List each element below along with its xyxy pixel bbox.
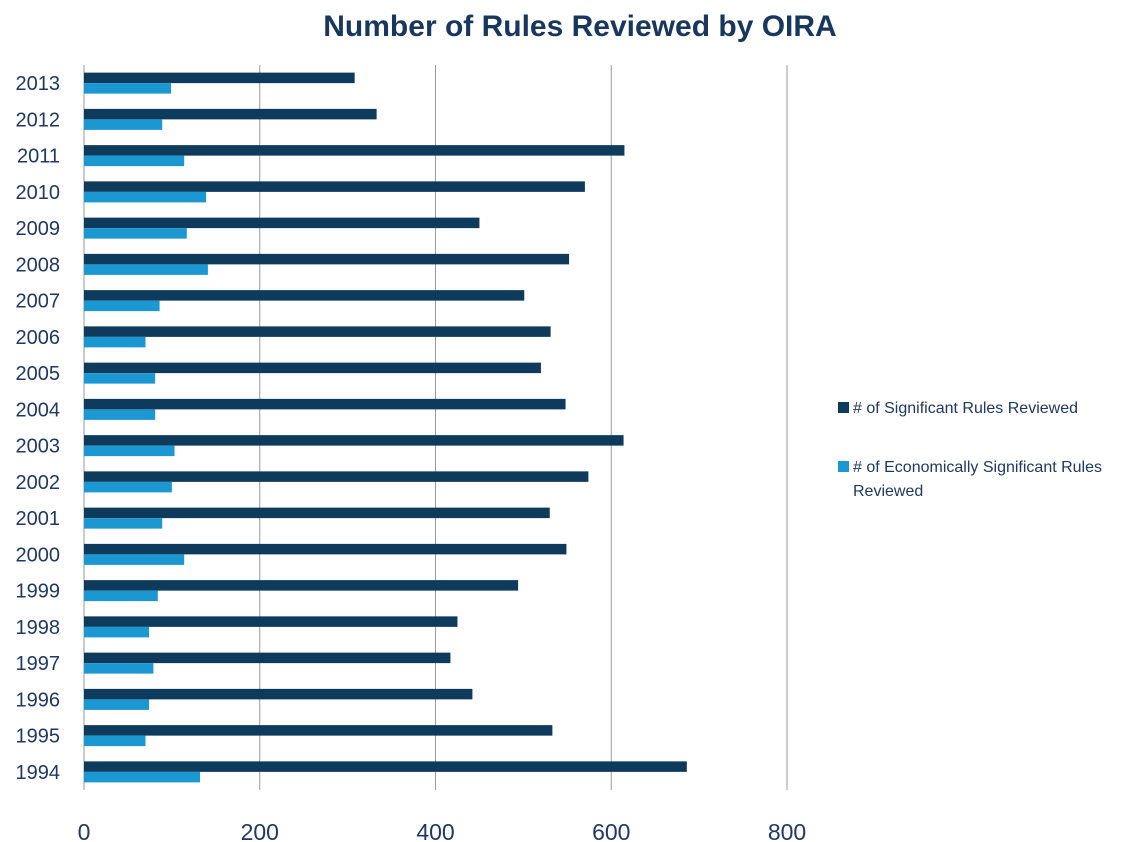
- bar-economically-significant-1994: [84, 771, 200, 783]
- bar-significant-2000: [84, 543, 567, 555]
- category-label-1998: 1998: [16, 617, 61, 639]
- bar-significant-2008: [84, 253, 570, 265]
- category-label-1997: 1997: [16, 653, 61, 675]
- bar-economically-significant-2010: [84, 191, 207, 203]
- bar-significant-1995: [84, 725, 553, 736]
- bar-significant-2013: [84, 72, 355, 84]
- category-label-2008: 2008: [16, 254, 61, 276]
- bar-economically-significant-2009: [84, 228, 187, 239]
- bar-significant-2004: [84, 398, 566, 410]
- bar-economically-significant-2012: [84, 119, 163, 130]
- bar-significant-1998: [84, 616, 458, 627]
- x-tick-label: 400: [416, 819, 454, 842]
- bar-economically-significant-1998: [84, 626, 150, 638]
- bar-economically-significant-1996: [84, 699, 150, 710]
- x-tick-label: 0: [78, 819, 91, 842]
- legend-label-economically-significant: # of Economically Significant Rules Revi…: [853, 459, 1106, 500]
- bar-economically-significant-2002: [84, 481, 172, 493]
- bar-economically-significant-2006: [84, 336, 146, 348]
- category-label-2012: 2012: [16, 109, 61, 131]
- category-label-2006: 2006: [16, 327, 61, 349]
- chart-title: Number of Rules Reviewed by OIRA: [323, 10, 836, 43]
- bar-economically-significant-2011: [84, 155, 185, 167]
- category-label-1996: 1996: [16, 689, 61, 711]
- category-label-2002: 2002: [16, 472, 61, 494]
- bar-economically-significant-2013: [84, 83, 171, 94]
- bar-economically-significant-1999: [84, 590, 158, 602]
- bar-economically-significant-1997: [84, 663, 154, 674]
- bar-economically-significant-2003: [84, 445, 175, 457]
- legend-swatch-economically-significant: [838, 461, 849, 472]
- bar-significant-2005: [84, 362, 541, 374]
- bar-economically-significant-2005: [84, 373, 156, 384]
- category-label-2003: 2003: [16, 436, 61, 458]
- category-label-2010: 2010: [16, 182, 61, 204]
- bar-significant-2007: [84, 290, 525, 301]
- bar-significant-1997: [84, 652, 451, 664]
- bar-significant-1994: [84, 761, 687, 772]
- bar-significant-2011: [84, 145, 625, 156]
- bar-significant-2003: [84, 435, 624, 446]
- bar-significant-2006: [84, 326, 551, 337]
- category-label-1995: 1995: [16, 726, 61, 748]
- category-label-2011: 2011: [17, 146, 60, 168]
- x-tick-labels: 0 200 400 600 800: [78, 819, 807, 842]
- x-tick-label: 200: [241, 819, 279, 842]
- bar-economically-significant-2000: [84, 554, 185, 565]
- category-label-1994: 1994: [16, 762, 61, 784]
- category-label-2004: 2004: [16, 399, 61, 421]
- bar-economically-significant-2001: [84, 518, 163, 529]
- bar-economically-significant-2004: [84, 409, 156, 420]
- bars: [84, 72, 687, 783]
- gridlines: [83, 65, 788, 790]
- bar-significant-2010: [84, 181, 585, 192]
- bar-significant-1996: [84, 688, 473, 700]
- bar-significant-2012: [84, 108, 377, 120]
- bar-economically-significant-1995: [84, 735, 146, 747]
- category-label-2007: 2007: [16, 291, 61, 313]
- x-tick-label: 600: [592, 819, 630, 842]
- category-label-2005: 2005: [16, 363, 61, 385]
- category-label-2009: 2009: [16, 218, 61, 240]
- legend-label-significant: # of Significant Rules Reviewed: [853, 400, 1078, 417]
- bar-economically-significant-2008: [84, 264, 208, 275]
- bar-significant-2001: [84, 507, 550, 519]
- bar-economically-significant-2007: [84, 300, 160, 312]
- category-labels: 2013 2012 2011 2010 2009 2008 2007 2006 2005 2004…: [16, 73, 61, 784]
- category-label-2013: 2013: [16, 73, 61, 95]
- legend: # of Significant Rules Reviewed # of Eco…: [838, 400, 1106, 500]
- category-label-2001: 2001: [16, 508, 61, 530]
- legend-swatch-significant: [838, 402, 849, 413]
- bar-significant-2009: [84, 217, 480, 229]
- category-label-2000: 2000: [16, 544, 61, 566]
- x-tick-label: 800: [768, 819, 806, 842]
- category-label-1999: 1999: [16, 581, 61, 603]
- bar-significant-1999: [84, 580, 519, 591]
- bar-significant-2002: [84, 471, 589, 482]
